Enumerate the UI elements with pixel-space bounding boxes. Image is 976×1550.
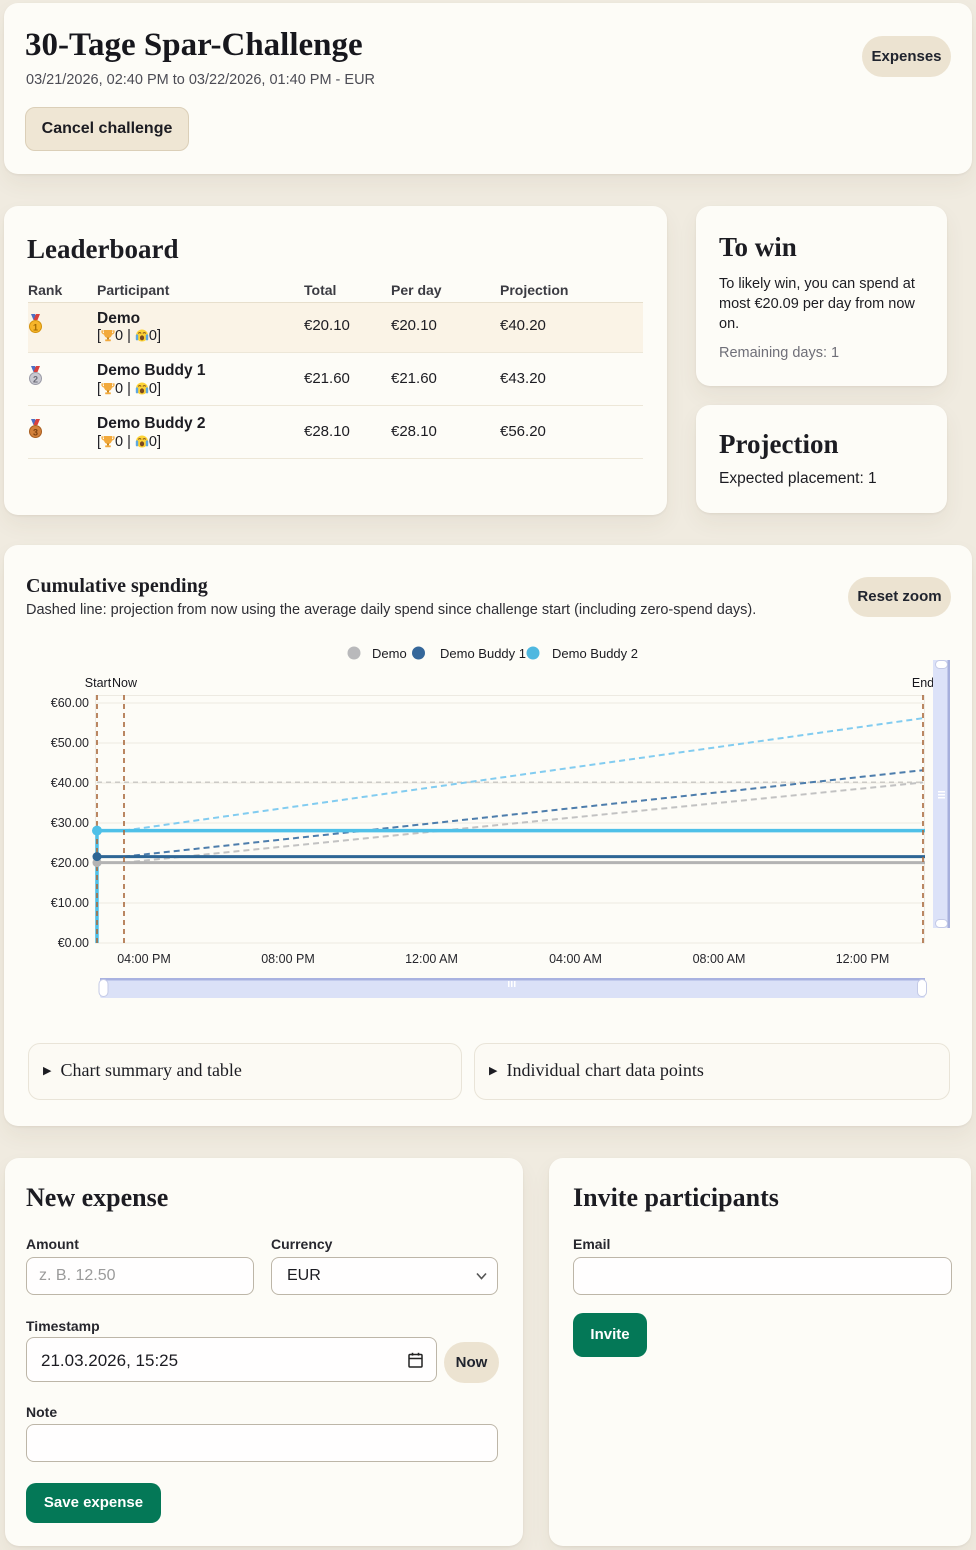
svg-text:12:00 PM: 12:00 PM — [836, 952, 890, 966]
svg-text:€20.00: €20.00 — [51, 856, 89, 870]
svg-text:1: 1 — [33, 323, 38, 333]
svg-text:End: End — [912, 676, 934, 690]
svg-text:04:00 AM: 04:00 AM — [549, 952, 602, 966]
svg-text:€0.00: €0.00 — [58, 936, 89, 950]
svg-text:Demo Buddy 1: Demo Buddy 1 — [440, 646, 526, 661]
svg-text:Demo: Demo — [372, 646, 407, 661]
svg-text:Now: Now — [112, 676, 138, 690]
svg-text:08:00 AM: 08:00 AM — [693, 952, 746, 966]
svg-text:08:00 PM: 08:00 PM — [261, 952, 315, 966]
svg-text:€40.00: €40.00 — [51, 776, 89, 790]
svg-text:12:00 AM: 12:00 AM — [405, 952, 458, 966]
svg-text:Start: Start — [85, 676, 112, 690]
svg-text:2: 2 — [33, 375, 38, 385]
svg-text:Demo Buddy 2: Demo Buddy 2 — [552, 646, 638, 661]
svg-text:€60.00: €60.00 — [51, 696, 89, 710]
svg-text:04:00 PM: 04:00 PM — [117, 952, 171, 966]
svg-text:€10.00: €10.00 — [51, 896, 89, 910]
svg-text:€50.00: €50.00 — [51, 736, 89, 750]
svg-text:3: 3 — [33, 428, 38, 438]
svg-text:€30.00: €30.00 — [51, 816, 89, 830]
